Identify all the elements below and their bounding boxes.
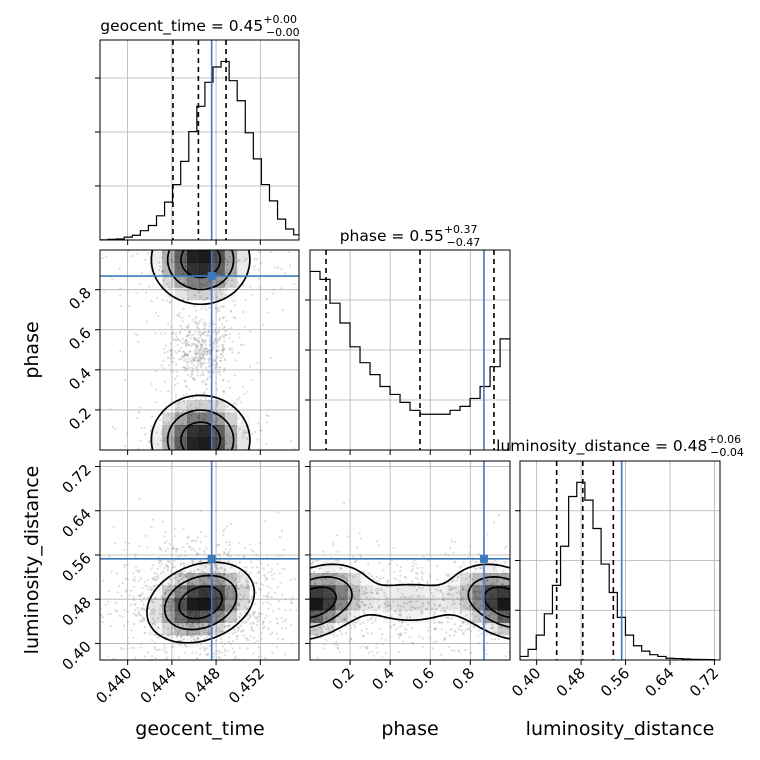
x-tick-label-phase: 0.6: [408, 664, 438, 694]
histogram-geocent-time: [100, 60, 299, 240]
y-tick-label-luminosity-distance: 0.72: [58, 461, 94, 497]
x-tick-label-phase: 0.4: [368, 664, 398, 694]
truth-marker: [207, 272, 216, 281]
title-phase: phase = 0.55+0.37 −0.47: [340, 223, 481, 249]
x-tick-label-luminosity-distance: 0.64: [641, 664, 677, 700]
x-tick-label-luminosity-distance: 0.48: [553, 664, 589, 700]
y-tick-label-phase: 0.8: [65, 284, 95, 314]
y-tick-label-phase: 0.6: [65, 324, 95, 354]
contour-level-2: [166, 250, 235, 450]
panel-2-2: 0.40 0.48 0.56 0.64 0.72: [508, 460, 722, 700]
truth-marker: [207, 554, 216, 563]
contour-level-1: [150, 250, 251, 450]
title-geocent-time: geocent_time = 0.45+0.00 −0.00: [100, 13, 299, 39]
x-tick-label-luminosity-distance: 0.40: [508, 664, 544, 700]
y-tick-label-luminosity-distance: 0.48: [58, 593, 94, 629]
x-tick-label-luminosity-distance: 0.56: [597, 664, 633, 700]
x-tick-label-luminosity-distance: 0.72: [686, 664, 722, 700]
panel-0-0: [95, 39, 300, 245]
panel-frame: [99, 460, 300, 661]
xlabel-phase: phase: [381, 718, 438, 740]
title-luminosity-distance: luminosity_distance = 0.48+0.06 −0.04: [496, 433, 744, 459]
histogram-luminosity-distance: [520, 481, 716, 660]
xlabel-luminosity-distance: luminosity_distance: [526, 718, 715, 740]
x-tick-label-geocent-time: 0.440: [92, 664, 135, 707]
x-tick-label-geocent-time: 0.452: [225, 664, 268, 707]
contour-level-2: [163, 574, 238, 631]
y-tick-label-luminosity-distance: 0.40: [58, 638, 94, 674]
contour-level-1: [310, 563, 510, 640]
truth-marker: [479, 554, 488, 563]
ylabel-phase: phase: [21, 321, 43, 378]
y-tick-label-luminosity-distance: 0.56: [58, 549, 94, 585]
histogram-phase: [310, 270, 510, 450]
x-tick-label-geocent-time: 0.448: [181, 664, 224, 707]
sample-points: [101, 250, 296, 450]
panel-frame: [99, 249, 300, 451]
panel-frame: [309, 460, 511, 661]
x-tick-label-phase: 0.8: [449, 664, 479, 694]
x-tick-label-phase: 0.2: [328, 664, 358, 694]
density-cells: [310, 560, 510, 636]
panel-1-1: [305, 249, 511, 455]
xlabel-geocent-time: geocent_time: [135, 718, 264, 740]
panel-frame: [99, 39, 300, 241]
y-tick-label-phase: 0.4: [65, 364, 95, 394]
ylabel-luminosity-distance: luminosity_distance: [21, 466, 43, 655]
x-tick-label-geocent-time: 0.444: [137, 664, 180, 707]
y-tick-label-luminosity-distance: 0.64: [58, 505, 94, 541]
y-tick-label-phase: 0.2: [65, 404, 95, 434]
